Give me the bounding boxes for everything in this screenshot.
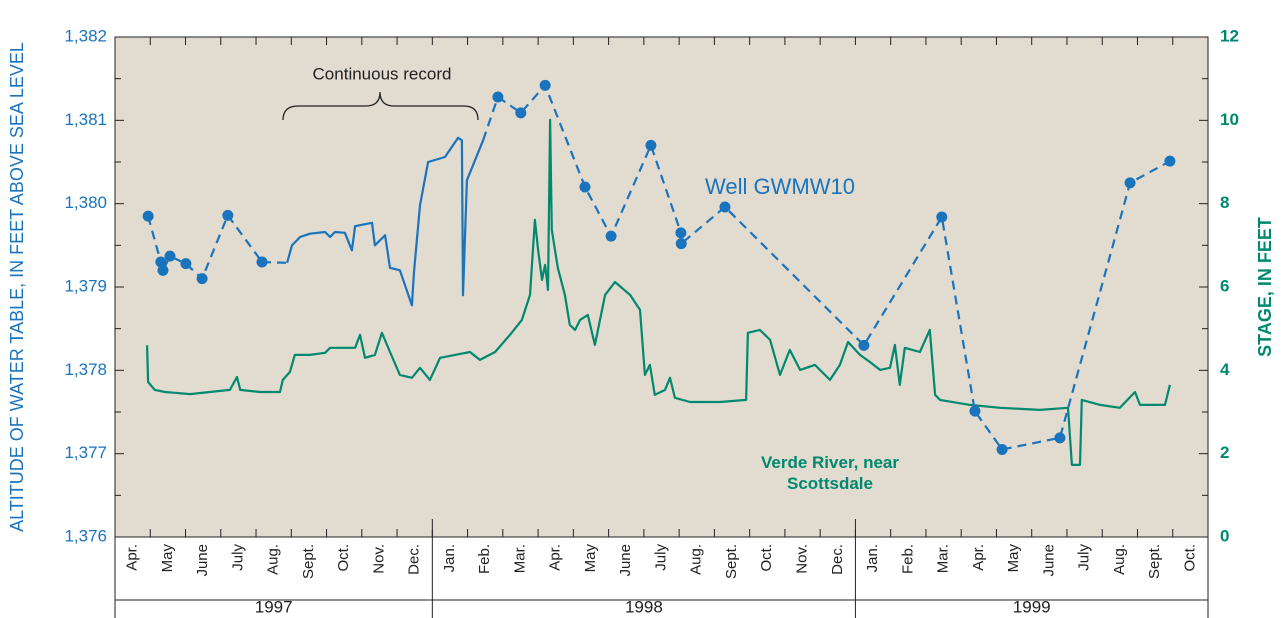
well-point: [719, 201, 731, 213]
well-point: [164, 250, 176, 262]
y-axis-label: ALTITUDE OF WATER TABLE, IN FEET ABOVE S…: [7, 42, 27, 532]
y2-tick-label: 4: [1220, 360, 1230, 379]
x-tick-label: Oct.: [1181, 544, 1198, 572]
y-tick-label: 1,376: [64, 526, 107, 545]
x-tick-label: June: [194, 544, 211, 577]
series-label: Well GWMW10: [705, 174, 855, 199]
well-point: [1124, 177, 1136, 189]
well-point: [936, 211, 948, 223]
x-tick-label: Dec.: [829, 544, 846, 575]
well-continuous-line: [286, 136, 485, 307]
y2-tick-label: 6: [1220, 276, 1229, 295]
y-tick-label: 1,380: [64, 193, 107, 212]
y2-tick-label: 2: [1220, 443, 1229, 462]
x-tick-label: May: [1005, 544, 1022, 573]
well-point: [180, 258, 192, 270]
x-tick-label: July: [1076, 544, 1093, 571]
well-point: [196, 273, 208, 285]
well-point: [142, 210, 154, 222]
plot-area: [114, 36, 1209, 538]
x-tick-label: Aug.: [688, 544, 705, 575]
x-tick-label: Oct.: [758, 544, 775, 572]
well-point: [969, 405, 981, 417]
x-tick-label: Jan.: [864, 544, 881, 572]
well-point: [492, 91, 504, 103]
well-point: [1054, 432, 1066, 444]
well-point: [515, 107, 527, 119]
well-point: [222, 209, 234, 221]
well-point: [1164, 155, 1176, 167]
y2-tick-label: 8: [1220, 193, 1229, 212]
x-tick-label: Feb.: [899, 544, 916, 574]
well-point: [256, 256, 268, 268]
series-label: Verde River, near Scottsdale: [761, 453, 899, 493]
x-tick-label: Sept.: [300, 544, 317, 579]
x-tick-label: Feb.: [476, 544, 493, 574]
x-tick-label: Oct.: [335, 544, 352, 572]
x-tick-label: Nov.: [794, 544, 811, 574]
x-tick-label: Apr.: [970, 544, 987, 571]
x-tick-label: Sept.: [1146, 544, 1163, 579]
x-tick-label: May: [159, 544, 176, 573]
x-group-label: 1998: [625, 597, 663, 616]
x-tick-label: July: [652, 544, 669, 571]
y-tick-label: 1,379: [64, 276, 107, 295]
x-group-label: 1999: [1013, 597, 1051, 616]
y2-tick-label: 10: [1220, 110, 1239, 129]
x-tick-label: Apr.: [124, 544, 141, 571]
y-tick-label: 1,378: [64, 360, 107, 379]
x-tick-label: Dec.: [406, 544, 423, 575]
well-point: [605, 230, 617, 242]
x-tick-label: Aug.: [265, 544, 282, 575]
x-tick-label: Aug.: [1111, 544, 1128, 575]
x-tick-label: Mar.: [511, 544, 528, 573]
well-point: [858, 339, 870, 351]
x-group-label: 1997: [255, 597, 293, 616]
well-point: [157, 264, 169, 276]
brace: [282, 91, 479, 121]
well-point: [645, 139, 657, 151]
y2-tick-label: 0: [1220, 526, 1229, 545]
x-tick-label: Nov.: [370, 544, 387, 574]
y2-axis-label: STAGE, IN FEET: [1255, 217, 1275, 357]
x-tick-label: Jan.: [441, 544, 458, 572]
x-tick-label: June: [617, 544, 634, 577]
y2-tick-label: 12: [1220, 26, 1239, 45]
y-tick-label: 1,382: [64, 26, 107, 45]
x-tick-label: July: [229, 544, 246, 571]
river-line: [146, 118, 1171, 466]
x-tick-label: Mar.: [935, 544, 952, 573]
well-point: [539, 79, 551, 91]
x-tick-label: June: [1040, 544, 1057, 577]
well-point: [155, 256, 167, 268]
x-tick-label: Sept.: [723, 544, 740, 579]
y-tick-label: 1,381: [64, 110, 107, 129]
well-point: [579, 181, 591, 193]
well-point: [675, 238, 687, 250]
well-point: [675, 227, 687, 239]
y-tick-label: 1,377: [64, 443, 107, 462]
well-connector: [482, 96, 499, 141]
x-tick-label: Apr.: [547, 544, 564, 571]
x-tick-label: May: [582, 544, 599, 573]
well-point: [996, 444, 1008, 455]
annotation: Continuous record: [313, 64, 452, 83]
